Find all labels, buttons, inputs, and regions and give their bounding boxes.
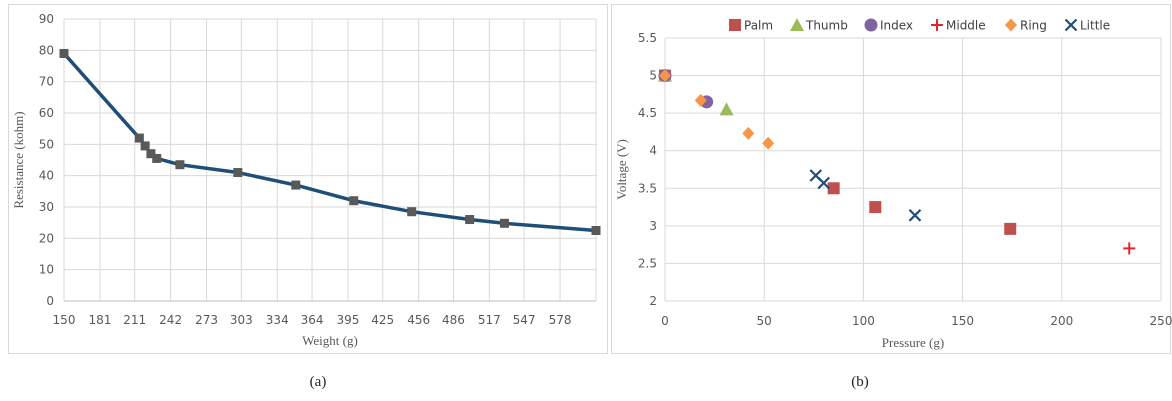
x-tick-label: 150 — [951, 314, 974, 328]
data-point-ring — [742, 126, 755, 140]
x-tick-label: 250 — [1150, 314, 1172, 328]
caption-a: (a) — [309, 374, 327, 390]
x-tick-label: 456 — [407, 313, 430, 327]
y-tick-label: 4.5 — [638, 106, 657, 120]
data-point-marker — [152, 153, 162, 163]
legend-marker-little-b — [1064, 18, 1078, 32]
pressure-voltage-chart: 2 2.5 3 3.5 4 4.5 5 5.5 0 50 100 150 200 250 Pressure … — [614, 18, 1172, 350]
y-tick-label: 5.5 — [638, 31, 657, 45]
y-tick-label: 4 — [649, 144, 657, 158]
data-point-marker — [407, 207, 417, 217]
x-tick-label: 181 — [88, 313, 111, 327]
y-tick-label: 10 — [39, 263, 54, 277]
data-point-little-b — [817, 176, 830, 190]
x-tick-label: 486 — [442, 313, 465, 327]
data-point-marker — [134, 133, 144, 143]
legend-marker-middle — [931, 19, 943, 31]
legend-marker-ring — [1005, 18, 1017, 32]
data-point-marker — [499, 218, 509, 228]
y-tick-label: 5 — [649, 69, 657, 83]
x-axis-title: Pressure (g) — [882, 335, 944, 350]
y-axis-title: Resistance (kohm) — [11, 111, 26, 208]
x-tick-label: 303 — [230, 313, 253, 327]
data-point-ring — [694, 93, 707, 107]
data-point-ring — [762, 136, 775, 150]
y-tick-label: 50 — [39, 137, 54, 151]
legend-marker-thumb — [790, 18, 804, 31]
data-point-ring — [659, 69, 671, 83]
weight-resistance-chart: 0 10 20 30 40 50 60 70 80 90 150 181 211 242 273 303 334… — [11, 12, 601, 348]
data-point-palm — [1004, 222, 1017, 235]
data-point-palm — [827, 182, 840, 195]
y-tick-label: 2.5 — [638, 256, 657, 270]
chart-panel-a: 0 10 20 30 40 50 60 70 80 90 150 181 211 242 273 303 334… — [8, 4, 608, 354]
data-point-marker — [233, 168, 243, 178]
legend-label-index: Index — [880, 19, 913, 33]
x-tick-label: 517 — [478, 313, 501, 327]
x-tick-label: 200 — [1050, 314, 1073, 328]
data-point-palm — [869, 201, 882, 214]
legend-marker-palm — [729, 19, 741, 31]
y-tick-label: 90 — [39, 12, 54, 26]
y-axis-title: Voltage (V) — [614, 139, 629, 200]
x-tick-label: 242 — [159, 313, 182, 327]
x-tick-label: 150 — [53, 313, 76, 327]
data-point-marker — [291, 180, 301, 190]
x-tick-label: 334 — [266, 313, 289, 327]
legend-label-palm: Palm — [744, 19, 773, 33]
y-tick-label: 2 — [649, 294, 657, 308]
legend-label-middle: Middle — [946, 19, 986, 33]
caption-b: (b) — [851, 374, 869, 390]
legend-label-thumb: Thumb — [805, 19, 848, 33]
data-point-little — [817, 176, 830, 190]
x-tick-label: 395 — [337, 313, 360, 327]
x-tick-label: 578 — [549, 313, 572, 327]
x-tick-label: 211 — [123, 313, 146, 327]
y-tick-label: 70 — [39, 75, 54, 89]
y-tick-label: 30 — [39, 200, 54, 214]
y-tick-label: 60 — [39, 106, 54, 120]
y-tick-label: 3 — [649, 219, 657, 233]
y-tick-label: 40 — [39, 169, 54, 183]
y-tick-label: 3.5 — [638, 181, 657, 195]
data-point-marker — [591, 226, 601, 235]
data-point-marker — [140, 141, 150, 151]
data-point-marker — [175, 160, 185, 170]
x-tick-label: 273 — [195, 313, 218, 327]
data-point-little-b — [809, 169, 823, 182]
data-point-thumb — [719, 102, 734, 116]
x-tick-label: 547 — [513, 313, 536, 327]
data-point-marker — [146, 149, 156, 159]
legend-marker-little — [1064, 18, 1078, 32]
x-tick-label: 100 — [852, 314, 875, 328]
data-point-marker — [59, 48, 69, 58]
x-axis-title: Weight (g) — [302, 333, 358, 348]
data-point-little-b — [908, 209, 922, 222]
legend-label-ring: Ring — [1020, 19, 1047, 33]
x-tick-label: 0 — [661, 314, 669, 328]
data-point-marker — [349, 196, 359, 206]
x-tick-label: 364 — [301, 313, 324, 327]
data-point-middle — [1123, 242, 1136, 255]
data-point-little — [908, 209, 922, 222]
chart-panel-b: 2 2.5 3 3.5 4 4.5 5 5.5 0 50 100 150 200 250 Pressure … — [611, 4, 1172, 354]
legend-marker-index — [864, 18, 878, 32]
data-point-marker — [465, 215, 475, 225]
legend-label-little: Little — [1080, 19, 1110, 33]
y-tick-label: 80 — [39, 43, 54, 57]
y-tick-label: 0 — [46, 294, 54, 308]
x-tick-label: 425 — [371, 313, 394, 327]
x-tick-label: 50 — [757, 314, 772, 328]
y-tick-label: 20 — [39, 231, 54, 245]
